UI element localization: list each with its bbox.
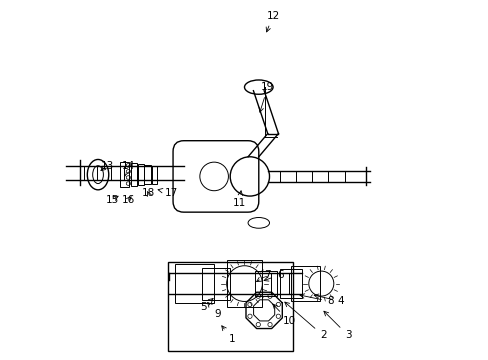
Bar <box>175 264 214 303</box>
Text: 15: 15 <box>105 195 119 204</box>
Text: 13: 13 <box>100 161 113 171</box>
Text: 14: 14 <box>122 161 135 176</box>
Bar <box>226 260 262 307</box>
Text: 8: 8 <box>299 294 333 306</box>
Text: 6: 6 <box>264 270 283 281</box>
Text: 5: 5 <box>200 298 213 312</box>
Text: 18: 18 <box>141 188 154 198</box>
Text: 12: 12 <box>265 11 279 32</box>
Bar <box>271 273 288 294</box>
Text: 9: 9 <box>207 302 221 319</box>
Text: 17: 17 <box>158 188 178 198</box>
Text: 10: 10 <box>272 304 295 326</box>
Bar <box>201 267 230 300</box>
Bar <box>280 269 301 298</box>
Text: 4: 4 <box>314 294 344 306</box>
Bar <box>290 266 319 301</box>
Bar <box>167 262 292 351</box>
Bar <box>255 271 276 296</box>
Text: 7: 7 <box>256 270 270 282</box>
Text: 16: 16 <box>122 195 135 204</box>
Text: 11: 11 <box>232 191 245 208</box>
Text: 2: 2 <box>284 302 325 341</box>
Text: 19: 19 <box>259 82 274 112</box>
Text: 3: 3 <box>323 311 351 341</box>
Text: 1: 1 <box>222 326 235 344</box>
